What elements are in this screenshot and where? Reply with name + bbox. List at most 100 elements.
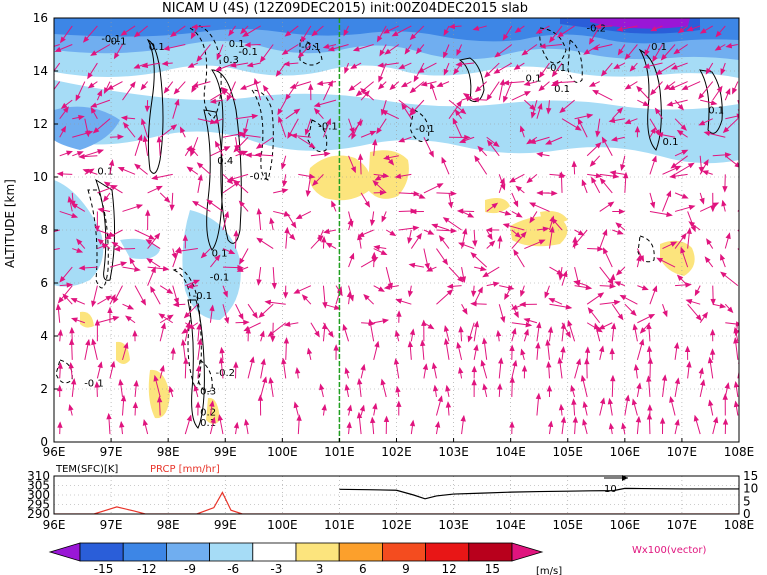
wind-vector-head — [720, 271, 727, 278]
wind-vector-head — [228, 29, 235, 37]
wind-vector-head — [327, 46, 335, 52]
wind-vector-head — [610, 136, 618, 142]
wind-vector-head — [551, 70, 558, 78]
wind-vector-head — [537, 102, 543, 110]
wind-vector-head — [481, 337, 488, 345]
wind-vector-head — [360, 363, 366, 371]
wind-vector-head — [686, 26, 694, 32]
x-tick-label: 104E — [495, 445, 526, 459]
wind-vector-head — [129, 257, 135, 265]
wind-vector-head — [327, 330, 334, 338]
wind-vector-head — [133, 63, 141, 69]
wind-vector-head — [492, 141, 500, 148]
wind-vector-head — [503, 95, 509, 103]
wind-vector-head — [401, 103, 408, 110]
wind-vector-head — [687, 162, 695, 169]
wind-vector-head — [635, 415, 642, 423]
wind-vector-head — [313, 107, 321, 115]
wind-vector-head — [630, 309, 637, 317]
wind-vector-head — [686, 360, 692, 368]
wind-vector-head — [106, 412, 112, 420]
wind-vector-head — [214, 254, 221, 262]
wind-vector-head — [239, 84, 247, 90]
wind-vector-head — [321, 403, 327, 411]
wind-vector-head — [173, 297, 179, 305]
wind-vector-head — [376, 35, 383, 43]
wind-vector-head — [84, 130, 91, 138]
wind-vector-head — [597, 292, 605, 299]
wind-vector-head — [703, 130, 711, 137]
wind-vector-head — [420, 339, 426, 347]
wind-vector-head — [254, 152, 262, 158]
wind-vector-head — [616, 107, 624, 114]
wind-vector-head — [644, 49, 650, 57]
wind-vector-head — [646, 375, 652, 382]
wind-vector-head — [57, 296, 64, 304]
wind-vector-head — [669, 395, 675, 403]
wind-vector-head — [582, 401, 588, 408]
wind-vector-head — [499, 78, 505, 86]
wind-vector-head — [281, 49, 289, 55]
wind-vector-head — [438, 235, 445, 242]
wind-vector-head — [311, 30, 318, 37]
wind-vector-head — [409, 33, 417, 41]
wind-vector-head — [103, 87, 110, 95]
wind-vector-head — [649, 201, 656, 209]
contour-label: -0.1 — [238, 47, 258, 58]
wind-vector-head — [57, 362, 63, 369]
wind-vector-head — [621, 422, 627, 430]
wind-vector-head — [240, 27, 247, 35]
wind-vector-head — [300, 36, 307, 43]
colorbar-swatch — [79, 542, 124, 562]
contour-positive-d — [95, 178, 116, 281]
wind-vector-head — [562, 270, 568, 278]
wind-vector-head — [78, 114, 85, 121]
wind-vector-head — [716, 85, 723, 93]
wind-vector-head — [480, 265, 487, 272]
wind-vector-head — [417, 67, 425, 73]
contour-label: -0.1 — [101, 34, 121, 45]
wind-vector-head — [217, 414, 223, 421]
wind-vector-head — [321, 235, 327, 243]
wind-vector-head — [259, 55, 266, 63]
lower-x-tick-label: 96E — [43, 518, 66, 532]
contour-positive-a — [146, 38, 164, 174]
wind-vector-head — [724, 382, 730, 389]
wind-vector-head — [593, 322, 600, 330]
wind-vector-head — [482, 383, 488, 391]
wind-vector-head — [382, 28, 390, 34]
wind-section-panel: -0.10.1 -0.1-0.1 0.10.3-0.1-0.20.10.10.1-0… — [3, 11, 754, 459]
wind-vector-head — [43, 47, 48, 51]
wind-vector-head — [519, 301, 526, 308]
wind-vector-head — [393, 357, 400, 365]
temperature-line — [339, 487, 739, 500]
wind-vector-head — [260, 358, 266, 366]
wind-vector-head — [520, 290, 526, 297]
wind-vector-head — [150, 285, 156, 293]
contour-label: 0.2 — [200, 408, 216, 419]
wind-vector-head — [500, 316, 506, 324]
wind-vector-head — [509, 421, 515, 428]
wind-vector-head — [355, 90, 363, 97]
wind-vector-head — [539, 43, 546, 49]
wind-vector-head — [669, 173, 676, 179]
wind-vector-head — [535, 392, 542, 400]
wind-vector-head — [514, 231, 522, 239]
wind-vector-head — [233, 361, 239, 368]
wind-vector-head — [256, 237, 264, 244]
wind-vector-head — [666, 101, 674, 107]
wind-vector-head — [190, 32, 197, 40]
wind-vector-head — [699, 28, 707, 34]
wind-vector-head — [680, 232, 687, 240]
wind-vector-head — [170, 124, 178, 131]
colorbar-swatch — [122, 542, 167, 562]
wind-vector-head — [473, 344, 479, 351]
wind-vector-head — [612, 173, 620, 179]
wind-vector-head — [127, 304, 135, 310]
wind-vector-head — [97, 361, 103, 369]
wind-vector-head — [120, 394, 127, 402]
wind-vector-head — [719, 303, 727, 309]
wind-vector-head — [456, 341, 462, 349]
wind-vector-head — [443, 29, 450, 36]
